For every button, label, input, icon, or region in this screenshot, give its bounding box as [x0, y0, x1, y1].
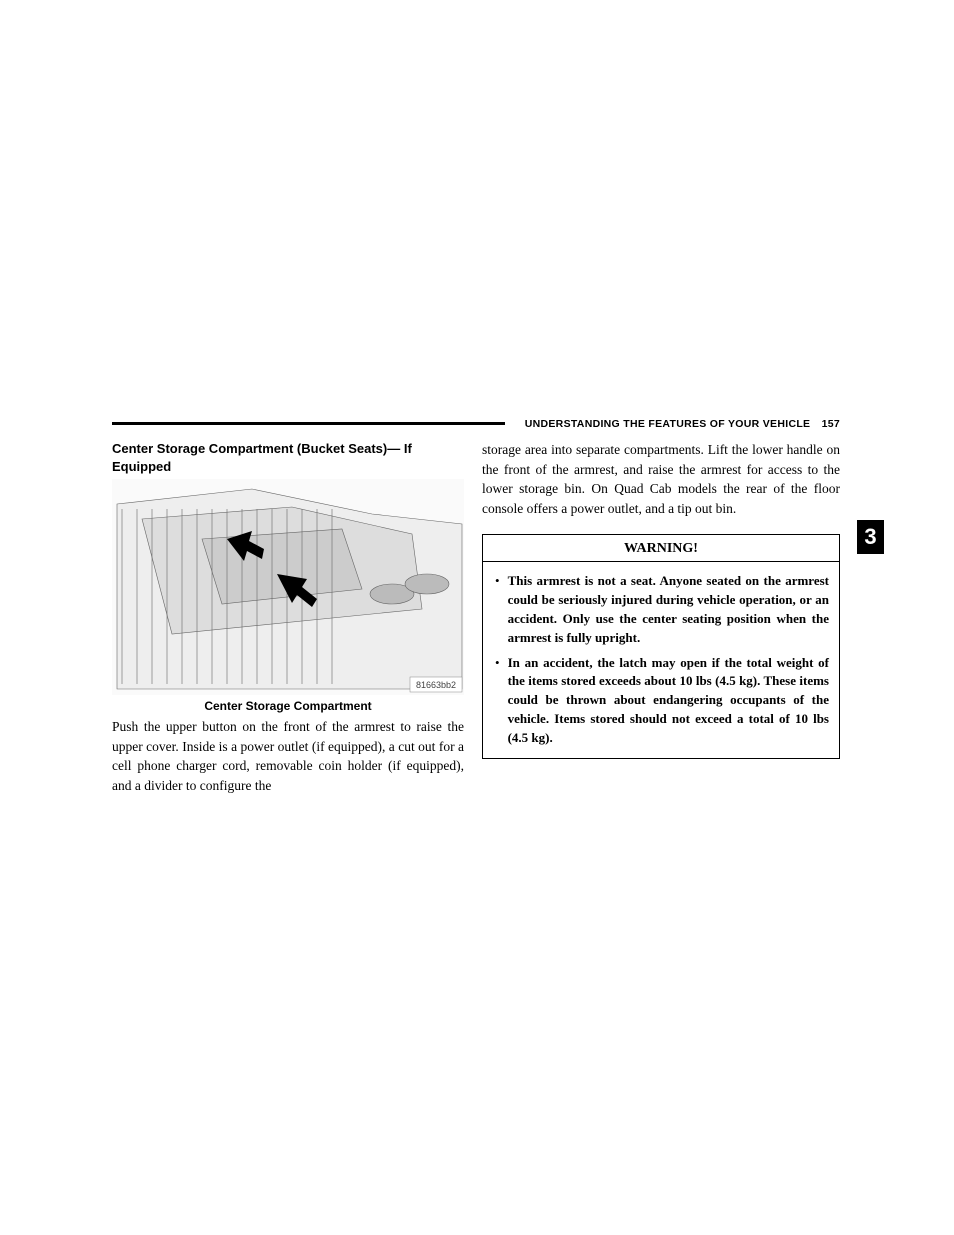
warning-item: • In an accident, the latch may open if … — [493, 654, 829, 748]
figure-center-storage: 81663bb2 — [112, 479, 464, 695]
warning-text-2: In an accident, the latch may open if th… — [508, 654, 829, 748]
two-column-layout: Center Storage Compartment (Bucket Seats… — [112, 440, 840, 795]
page-header: UNDERSTANDING THE FEATURES OF YOUR VEHIC… — [112, 418, 840, 430]
warning-text-1: This armrest is not a seat. Anyone seate… — [508, 572, 829, 647]
chapter-tab: 3 — [857, 520, 884, 554]
right-column: storage area into separate compartments.… — [482, 440, 840, 795]
warning-box: WARNING! • This armrest is not a seat. A… — [482, 534, 840, 759]
left-column: Center Storage Compartment (Bucket Seats… — [112, 440, 464, 795]
header-section-title: UNDERSTANDING THE FEATURES OF YOUR VEHIC… — [525, 418, 840, 430]
figure-caption: Center Storage Compartment — [112, 699, 464, 713]
right-body-text: storage area into separate compartments.… — [482, 440, 840, 518]
bullet-icon: • — [495, 654, 500, 748]
figure-illustration: 81663bb2 — [112, 479, 464, 695]
warning-body: • This armrest is not a seat. Anyone sea… — [483, 562, 839, 758]
header-rule — [112, 422, 505, 425]
page-content: UNDERSTANDING THE FEATURES OF YOUR VEHIC… — [112, 418, 840, 795]
page-number: 157 — [822, 418, 840, 430]
figure-ref-label: 81663bb2 — [416, 680, 456, 690]
bullet-icon: • — [495, 572, 500, 647]
warning-title: WARNING! — [483, 535, 839, 562]
section-title-text: UNDERSTANDING THE FEATURES OF YOUR VEHIC… — [525, 418, 811, 430]
warning-item: • This armrest is not a seat. Anyone sea… — [493, 572, 829, 647]
left-body-text: Push the upper button on the front of th… — [112, 717, 464, 795]
section-heading: Center Storage Compartment (Bucket Seats… — [112, 440, 464, 475]
